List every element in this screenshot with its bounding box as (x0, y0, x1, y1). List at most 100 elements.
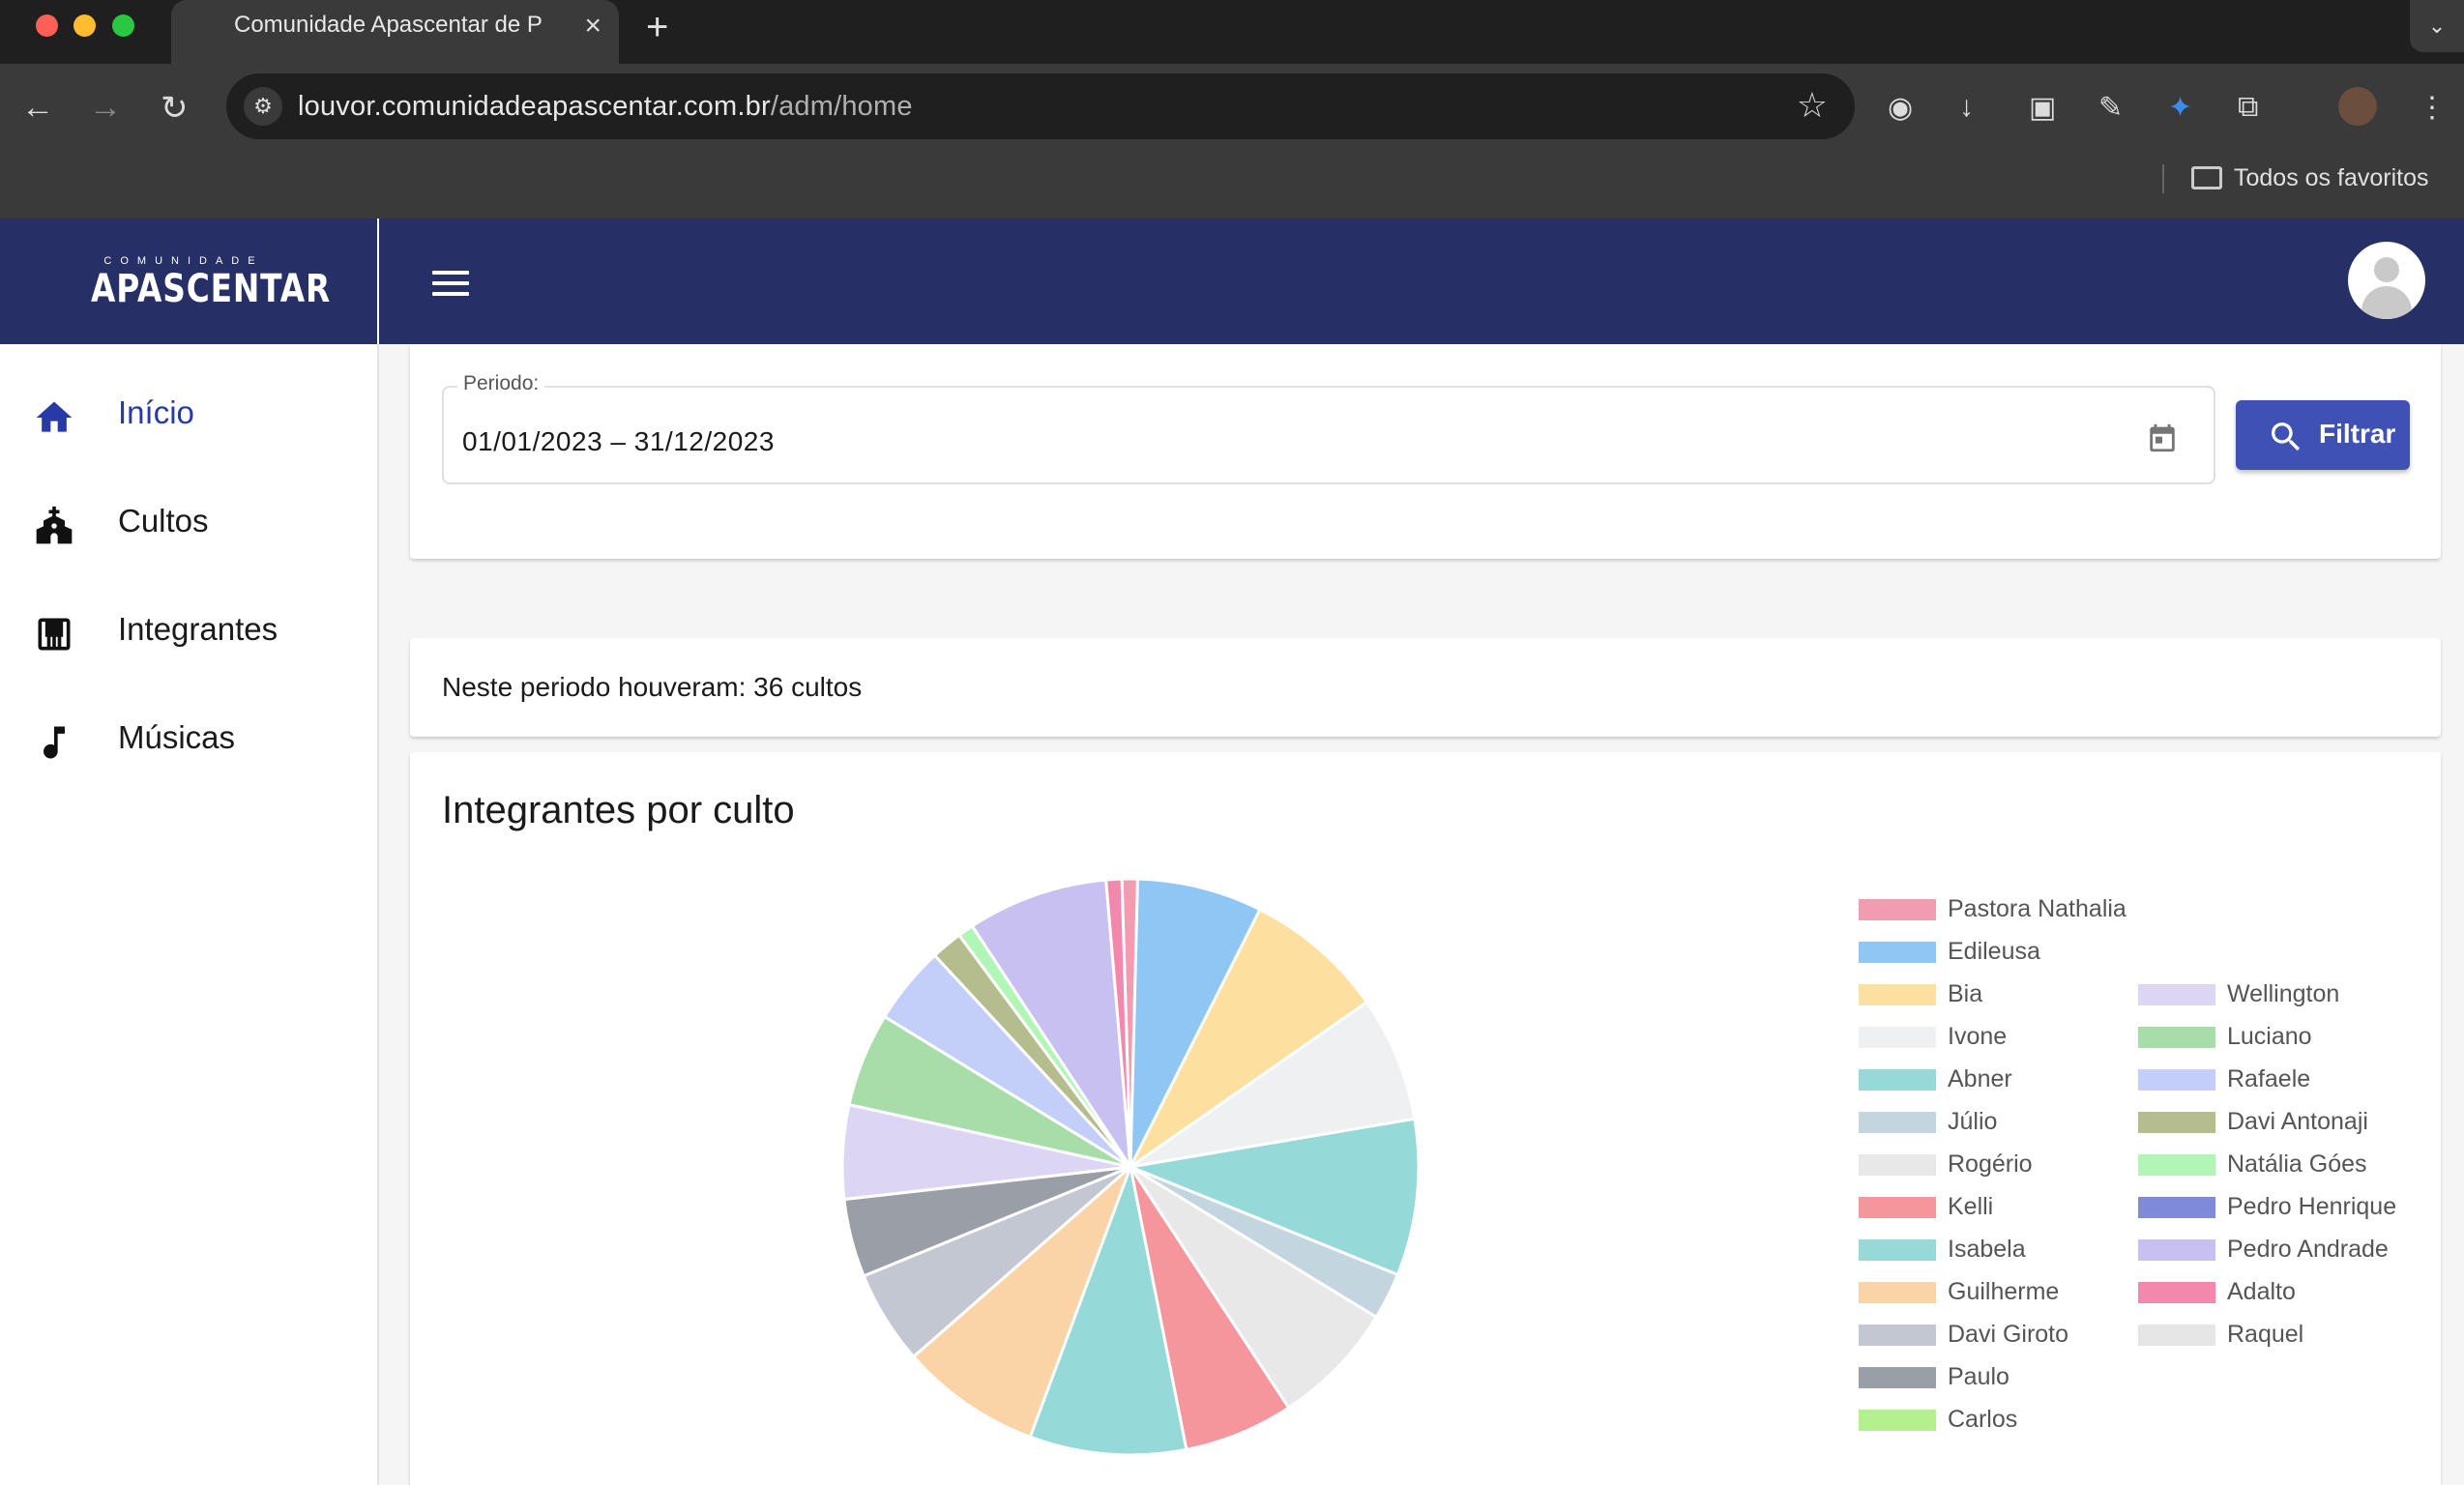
legend-label: Isabela (1948, 1236, 2026, 1263)
filter-button[interactable]: Filtrar (2236, 400, 2410, 470)
legend-label: Rafaele (2227, 1065, 2311, 1092)
legend-swatch (1859, 942, 1936, 963)
sidebar-item-inicio[interactable]: Início (0, 365, 377, 462)
sidebar-item-label: Músicas (118, 719, 236, 755)
legend-label: Ivone (1948, 1023, 2008, 1050)
chart-card: Integrantes por culto Pastora Nathalia Ed… (410, 752, 2441, 1485)
home-icon (36, 401, 73, 432)
legend-label: Pastora Nathalia (1948, 895, 2127, 922)
extensions-puzzle-icon[interactable]: ⧉ (2238, 91, 2259, 123)
legend-label: Wellington (2227, 980, 2340, 1007)
church-icon (36, 506, 73, 544)
browser-menu-icon[interactable]: ⋮ (2418, 92, 2447, 124)
menu-toggle-icon[interactable] (432, 271, 469, 296)
pie-slice-9[interactable] (911, 1165, 1132, 1440)
legend-label: Raquel (2227, 1321, 2304, 1348)
address-bar[interactable]: ⚙ louvor.comunidadeapascentar.com.br/adm… (226, 73, 1855, 139)
bookmarks-folder-label: Todos os favoritos (2234, 164, 2429, 191)
legend-swatch (1859, 1112, 1936, 1133)
minimize-window-button[interactable] (73, 15, 96, 37)
legend-swatch (1859, 1197, 1936, 1218)
legend-swatch (2138, 1197, 2215, 1218)
legend-swatch (1859, 1410, 1936, 1431)
pie-slice-8[interactable] (1028, 1161, 1188, 1457)
period-label: Periodo: (457, 372, 545, 395)
bookmark-star-icon[interactable]: ☆ (1796, 85, 1828, 125)
browser-toolbar: ← → ↻ ⚙ louvor.comunidadeapascentar.com.… (0, 64, 2464, 218)
legend-label: Júlio (1948, 1108, 1998, 1135)
logo[interactable]: COMUNIDADE APASCENTAR (0, 218, 379, 344)
legend-swatch (1859, 899, 1936, 920)
legend-swatch (1859, 1069, 1936, 1091)
sidebar-item-label: Início (118, 394, 194, 430)
sidebar-item-integrantes[interactable]: Integrantes (0, 582, 377, 679)
password-manager-icon[interactable]: ◉ (1888, 92, 1914, 124)
legend-swatch (1859, 1282, 1936, 1303)
sidebar-item-cultos[interactable]: Cultos (0, 474, 377, 570)
pie-slice-4[interactable] (1125, 1117, 1421, 1277)
legend-swatch (2138, 984, 2215, 1005)
back-button[interactable]: ← (21, 89, 54, 126)
sidebar-item-label: Cultos (118, 503, 209, 539)
eyedropper-icon[interactable]: ✎ (2098, 92, 2124, 124)
pie-slice-3[interactable] (1129, 1000, 1417, 1169)
new-tab-button[interactable]: + (646, 6, 669, 48)
legend-label: Natália Góes (2227, 1150, 2367, 1178)
period-value[interactable]: 01/01/2023 – 31/12/2023 (462, 426, 775, 456)
legend-swatch (2138, 1027, 2215, 1048)
browser-tab-strip: Comunidade Apascentar de P × + ⌄ (0, 0, 2464, 64)
pie-slice-6[interactable] (1129, 1165, 1379, 1411)
legend-swatch (1859, 1239, 1936, 1261)
reload-button[interactable]: ↻ (161, 90, 189, 127)
search-icon (2272, 422, 2301, 451)
sidebar: Início Cultos Integrantes Músicas (0, 344, 379, 1485)
forward-button[interactable]: → (89, 89, 122, 126)
browser-tab[interactable]: Comunidade Apascentar de P × (171, 0, 619, 64)
tab-title: Comunidade Apascentar de P (234, 12, 543, 38)
sidebar-item-musicas[interactable]: Músicas (0, 690, 377, 787)
url-host: louvor.comunidadeapascentar.com.br (298, 91, 771, 122)
close-window-button[interactable] (36, 15, 58, 37)
tab-search-button[interactable]: ⌄ (2410, 0, 2464, 52)
pie-slice-2[interactable] (1129, 907, 1369, 1169)
filter-button-label: Filtrar (2319, 419, 2396, 449)
legend-label: Pedro Andrade (2227, 1236, 2389, 1263)
pie-slice-20[interactable] (1104, 877, 1132, 1168)
legend-label: Adalto (2227, 1278, 2296, 1305)
music-note-icon (44, 726, 65, 759)
period-date-range-field[interactable]: Periodo: 01/01/2023 – 31/12/2023 (442, 372, 2215, 484)
legend-swatch (2138, 1112, 2215, 1133)
bookmarks-divider (2162, 164, 2164, 193)
legend-label: Bia (1948, 980, 1983, 1007)
calendar-icon[interactable] (2146, 421, 2179, 455)
legend-swatch (1859, 1367, 1936, 1388)
url-text[interactable]: louvor.comunidadeapascentar.com.br/adm/h… (298, 91, 913, 123)
legend-swatch (2138, 1325, 2215, 1346)
chart-title: Integrantes por culto (442, 789, 795, 831)
filter-card: Periodo: 01/01/2023 – 31/12/2023 Filtrar (410, 344, 2441, 559)
pie-chart[interactable] (836, 872, 1425, 1462)
download-icon[interactable]: ↓ (1959, 91, 1974, 123)
sidebar-item-label: Integrantes (118, 611, 279, 647)
pie-slice-1[interactable] (1129, 877, 1262, 1168)
picture-in-picture-icon[interactable]: ▣ (2029, 92, 2057, 124)
legend-swatch (2138, 1154, 2215, 1176)
site-settings-icon[interactable]: ⚙ (244, 87, 282, 126)
legend-label: Guilherme (1948, 1278, 2060, 1305)
pie-slice-19[interactable] (970, 878, 1132, 1168)
legend-label: Rogério (1948, 1150, 2033, 1178)
legend-swatch (1859, 1325, 1936, 1346)
maximize-window-button[interactable] (112, 15, 134, 37)
profile-avatar-icon[interactable] (2338, 87, 2377, 126)
app-header: COMUNIDADE APASCENTAR (0, 218, 2464, 344)
folder-icon (2191, 166, 2222, 189)
summary-card: Neste periodo houveram: 36 cultos (410, 638, 2441, 737)
legend-swatch (2138, 1069, 2215, 1091)
legend-swatch (2138, 1282, 2215, 1303)
legend-label: Pedro Henrique (2227, 1193, 2397, 1220)
hammer-extension-icon[interactable]: ✦ (2168, 92, 2193, 124)
tab-close-icon[interactable]: × (584, 10, 601, 42)
legend-label: Kelli (1948, 1193, 1994, 1220)
bookmarks-folder[interactable]: Todos os favoritos (2191, 164, 2429, 192)
user-avatar[interactable] (2348, 242, 2425, 319)
